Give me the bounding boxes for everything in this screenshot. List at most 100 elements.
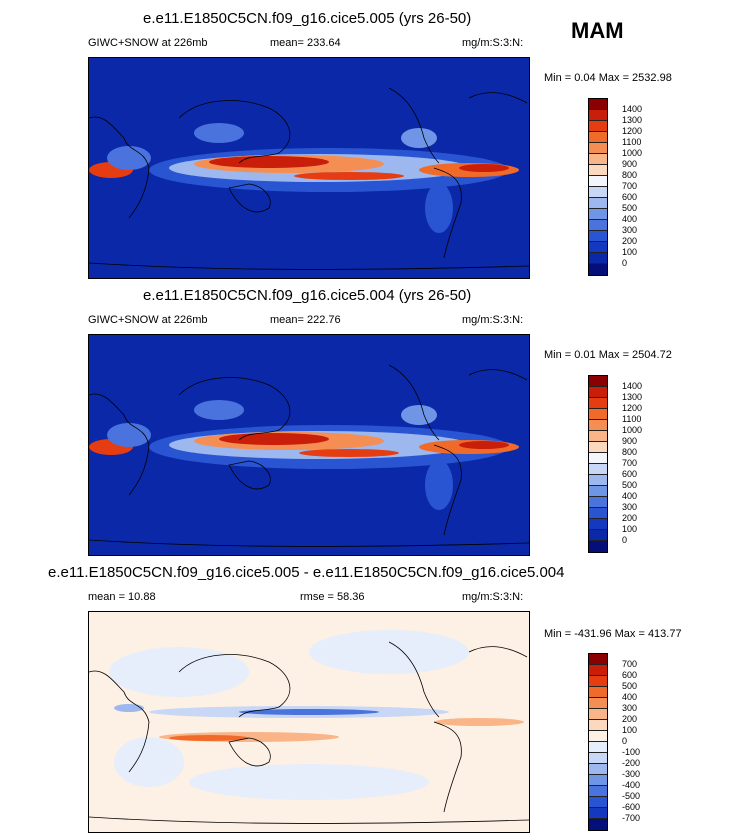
panel2-units-label: mg/m:S:3:N: xyxy=(462,314,524,326)
panel3-colorbar-label: 200 xyxy=(622,714,638,724)
panel1-colorbar-box xyxy=(589,231,607,242)
panel1-colorbar-label: 800 xyxy=(622,170,638,180)
panel2-colorbar-label: 300 xyxy=(622,502,638,512)
panel3-colorbar-box xyxy=(589,764,607,775)
panel1-colorbar-box xyxy=(589,187,607,198)
panel2-colorbar-label: 1000 xyxy=(622,425,643,435)
panel1-colorbar-label: 600 xyxy=(622,192,638,202)
panel1-colorbar-box xyxy=(589,242,607,253)
panel3-colorbar-label: 0 xyxy=(622,736,628,746)
panel3-colorbar-label: -300 xyxy=(622,769,641,779)
panel3-colorbar-label: -400 xyxy=(622,780,641,790)
panel2-colorbar-box xyxy=(589,464,607,475)
panel1-colorbar-box xyxy=(589,132,607,143)
panel2-colorbar-label: 500 xyxy=(622,480,638,490)
panel3-colorbar-label: -600 xyxy=(622,802,641,812)
panel1-colorbar-box xyxy=(589,176,607,187)
panel1-colorbar-label: 1200 xyxy=(622,126,643,136)
season-label: MAM xyxy=(571,18,624,43)
panel1-colorbar-label: 1300 xyxy=(622,115,643,125)
panel1-variable-label: GIWC+SNOW at 226mb xyxy=(88,37,208,49)
panel1-colorbar-box xyxy=(589,253,607,264)
panel3-colorbar-box xyxy=(589,731,607,742)
panel2-colorbar-box xyxy=(589,519,607,530)
panel2-map xyxy=(88,334,530,556)
panel2-colorbar-box xyxy=(589,442,607,453)
panel3-colorbar-box xyxy=(589,797,607,808)
panel2-colorbar-box xyxy=(589,541,607,552)
panel3-colorbar-box xyxy=(589,698,607,709)
panel2-colorbar-box xyxy=(589,486,607,497)
panel3-colorbar-label: 500 xyxy=(622,681,638,691)
panel2-colorbar-box xyxy=(589,431,607,442)
panel2-colorbar-box xyxy=(589,453,607,464)
panel2-mean-label: mean= 222.76 xyxy=(270,314,341,326)
panel2-colorbar-box xyxy=(589,530,607,541)
panel2-colorbar-label: 400 xyxy=(622,491,638,501)
panel3-colorbar-box xyxy=(589,687,607,698)
panel2-colorbar-label: 700 xyxy=(622,458,638,468)
panel3-colorbar-box xyxy=(589,709,607,720)
panel3-colorbar-box xyxy=(589,819,607,830)
panel3-colorbar-box xyxy=(589,808,607,819)
panel1-colorbar-label: 1400 xyxy=(622,104,643,114)
panel3-colorbar-box xyxy=(589,654,607,665)
panel1-mean-label: mean= 233.64 xyxy=(270,37,341,49)
panel3-colorbar-box xyxy=(589,786,607,797)
panel1-colorbar-label: 300 xyxy=(622,225,638,235)
panel2-colorbar-label: 200 xyxy=(622,513,638,523)
panel1-colorbar-label: 700 xyxy=(622,181,638,191)
panel3-minmax: Min = -431.96 Max = 413.77 xyxy=(544,628,682,640)
panel3-colorbar-label: 100 xyxy=(622,725,638,735)
panel3-colorbar-label: -100 xyxy=(622,747,641,757)
panel2-colorbar-label: 600 xyxy=(622,469,638,479)
panel2-colorbar-box xyxy=(589,508,607,519)
panel3-colorbar-box xyxy=(589,665,607,676)
panel1-colorbar-label: 1000 xyxy=(622,148,643,158)
panel1-colorbar-label: 1100 xyxy=(622,137,642,147)
panel3-colorbar-box xyxy=(589,676,607,687)
panel2-variable-label: GIWC+SNOW at 226mb xyxy=(88,314,208,326)
panel3-colorbar xyxy=(588,653,608,831)
panel1-colorbar-box xyxy=(589,143,607,154)
panel3-colorbar-label: 400 xyxy=(622,692,638,702)
panel3-colorbar-box xyxy=(589,720,607,731)
panel1-colorbar-box xyxy=(589,121,607,132)
panel2-colorbar-label: 1200 xyxy=(622,403,643,413)
panel1-colorbar-label: 0 xyxy=(622,258,628,268)
panel2-colorbar-label: 900 xyxy=(622,436,638,446)
panel3-colorbar-box xyxy=(589,775,607,786)
panel1-colorbar-label: 900 xyxy=(622,159,638,169)
panel2-colorbar-box xyxy=(589,420,607,431)
panel2-colorbar xyxy=(588,375,608,553)
panel3-colorbar-label: -200 xyxy=(622,758,641,768)
panel3-colorbar-box xyxy=(589,753,607,764)
panel1-colorbar xyxy=(588,98,608,276)
panel1-colorbar-box xyxy=(589,220,607,231)
panel2-colorbar-label: 1400 xyxy=(622,381,643,391)
panel2-colorbar-label: 0 xyxy=(622,535,628,545)
panel3-rmse-label: rmse = 58.36 xyxy=(300,591,365,603)
panel3-colorbar-label: 300 xyxy=(622,703,638,713)
panel1-colorbar-box xyxy=(589,264,607,275)
panel2-colorbar-box xyxy=(589,409,607,420)
panel2-colorbar-box xyxy=(589,475,607,486)
panel1-map xyxy=(88,57,530,279)
panel1-colorbar-box xyxy=(589,165,607,176)
panel3-colorbar-label: 600 xyxy=(622,670,638,680)
panel1-colorbar-box xyxy=(589,209,607,220)
panel1-colorbar-box xyxy=(589,198,607,209)
panel1-units-label: mg/m:S:3:N: xyxy=(462,37,524,49)
panel1-colorbar-box xyxy=(589,99,607,110)
panel2-colorbar-box xyxy=(589,398,607,409)
panel1-colorbar-box xyxy=(589,110,607,121)
panel1-colorbar-label: 100 xyxy=(622,247,638,257)
panel2-colorbar-box xyxy=(589,376,607,387)
panel3-colorbar-label: -500 xyxy=(622,791,641,801)
panel3-colorbar-label: -700 xyxy=(622,813,641,823)
panel1-colorbar-box xyxy=(589,154,607,165)
panel1-colorbar-label: 200 xyxy=(622,236,638,246)
panel2-title: e.e11.E1850C5CN.f09_g16.cice5.004 (yrs 2… xyxy=(143,287,472,304)
panel2-colorbar-box xyxy=(589,387,607,398)
panel1-colorbar-label: 500 xyxy=(622,203,638,213)
